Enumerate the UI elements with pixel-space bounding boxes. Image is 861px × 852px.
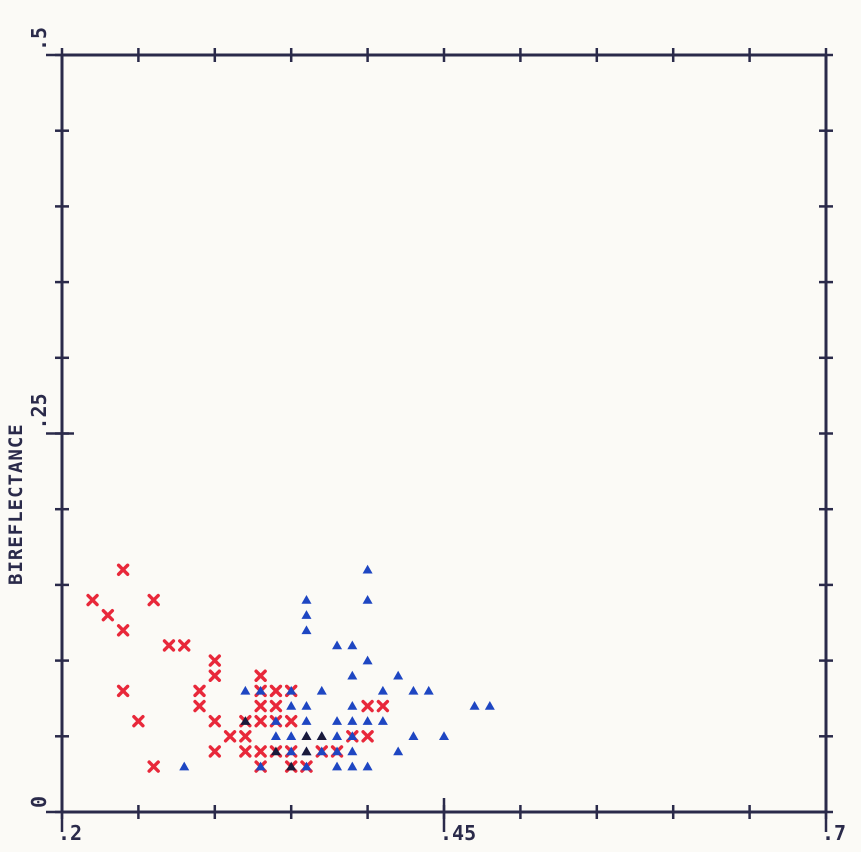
triangle-marker-point — [347, 640, 358, 650]
x-marker-point — [116, 684, 130, 698]
x-marker-point — [208, 745, 222, 758]
x-marker-point — [269, 699, 283, 713]
triangle-marker-point — [377, 716, 388, 725]
x-marker-point — [147, 760, 160, 773]
y-axis-label: BIREFLECTANCE — [5, 423, 27, 585]
y-tick-label: 0 — [27, 796, 51, 808]
x-tick-label: .45 — [440, 821, 476, 845]
x-marker-point — [254, 714, 267, 728]
triangle-marker-point — [408, 731, 419, 741]
x-marker-point — [147, 593, 160, 607]
x-marker-point — [208, 669, 222, 682]
triangle-marker-point — [286, 731, 297, 741]
triangle-marker-point — [439, 731, 449, 741]
triangle-marker-point — [362, 595, 373, 604]
triangle-marker-point — [301, 625, 312, 635]
triangle-marker-point — [347, 761, 358, 771]
x-marker-point — [208, 714, 222, 728]
triangle-marker-point — [270, 716, 281, 725]
y-tick-label: .5 — [27, 27, 51, 51]
triangle-marker-point — [332, 746, 343, 756]
triangle-marker-point — [255, 685, 266, 695]
x-tick-label: .2 — [58, 821, 82, 845]
x-marker-point — [223, 730, 237, 743]
triangle-marker-point — [301, 595, 312, 604]
x-marker-point — [193, 684, 206, 698]
triangle-marker-point — [301, 716, 312, 725]
triangle-marker-point — [301, 701, 312, 710]
triangle-marker-point — [270, 746, 281, 756]
x-marker-point — [361, 730, 374, 743]
x-marker-point — [254, 699, 267, 713]
x-marker-point — [285, 714, 298, 728]
triangle-marker-point — [362, 761, 373, 771]
triangle-marker-point — [301, 761, 312, 771]
triangle-marker-point — [286, 761, 297, 771]
plot-frame — [60, 53, 828, 814]
x-marker-point — [239, 745, 252, 758]
axis-ticks — [46, 48, 833, 832]
triangle-marker-point — [316, 685, 327, 695]
x-marker-point — [162, 639, 176, 652]
axis-tick-labels: .2 .45 .7 0 .25 .5 — [27, 27, 846, 845]
x-marker-point — [86, 593, 99, 607]
triangle-marker-point — [301, 731, 312, 741]
x-marker-point — [208, 654, 222, 667]
triangle-marker-point — [240, 685, 251, 695]
x-marker-point — [116, 624, 130, 637]
triangle-marker-point — [301, 746, 312, 756]
triangle-marker-point — [240, 716, 251, 725]
x-marker-point — [132, 714, 145, 728]
x-marker-point — [116, 563, 130, 576]
triangle-marker-point — [255, 761, 266, 771]
triangle-marker-point — [347, 701, 358, 710]
triangle-marker-point — [179, 761, 190, 771]
triangle-marker-point — [332, 716, 343, 725]
triangle-marker-point — [332, 640, 343, 650]
y-tick-label: .25 — [27, 393, 51, 429]
triangle-marker-point — [301, 610, 312, 619]
triangle-marker-point — [332, 731, 343, 741]
triangle-marker-point — [469, 701, 480, 710]
x-marker-point — [254, 745, 267, 758]
triangle-marker-point — [362, 655, 373, 665]
x-marker-point — [269, 684, 283, 698]
triangle-marker-point — [347, 670, 358, 680]
triangle-marker-point — [286, 746, 297, 756]
triangle-marker-point — [362, 716, 373, 725]
x-marker-point — [101, 608, 115, 622]
data-points — [86, 563, 495, 773]
triangle-marker-point — [377, 685, 388, 695]
triangle-marker-point — [423, 685, 434, 695]
x-marker-point — [239, 730, 252, 743]
triangle-marker-point — [484, 701, 495, 710]
triangle-marker-point — [270, 731, 281, 741]
triangle-marker-point — [347, 716, 358, 725]
triangle-marker-point — [362, 564, 373, 574]
triangle-marker-point — [316, 746, 327, 756]
triangle-marker-point — [286, 685, 297, 695]
x-marker-point — [361, 699, 374, 713]
triangle-marker-point — [332, 761, 343, 771]
triangle-marker-point — [393, 670, 404, 680]
triangle-marker-point — [316, 731, 327, 741]
x-marker-point — [254, 669, 267, 682]
x-marker-point — [178, 639, 191, 652]
triangle-marker-point — [286, 701, 297, 710]
triangle-marker-point — [393, 746, 404, 756]
triangle-marker-point — [347, 746, 358, 756]
x-marker-point — [376, 699, 390, 713]
x-tick-label: .7 — [822, 821, 846, 845]
triangle-marker-point — [408, 685, 419, 695]
x-marker-point — [193, 699, 206, 713]
triangle-marker-point — [347, 731, 358, 741]
